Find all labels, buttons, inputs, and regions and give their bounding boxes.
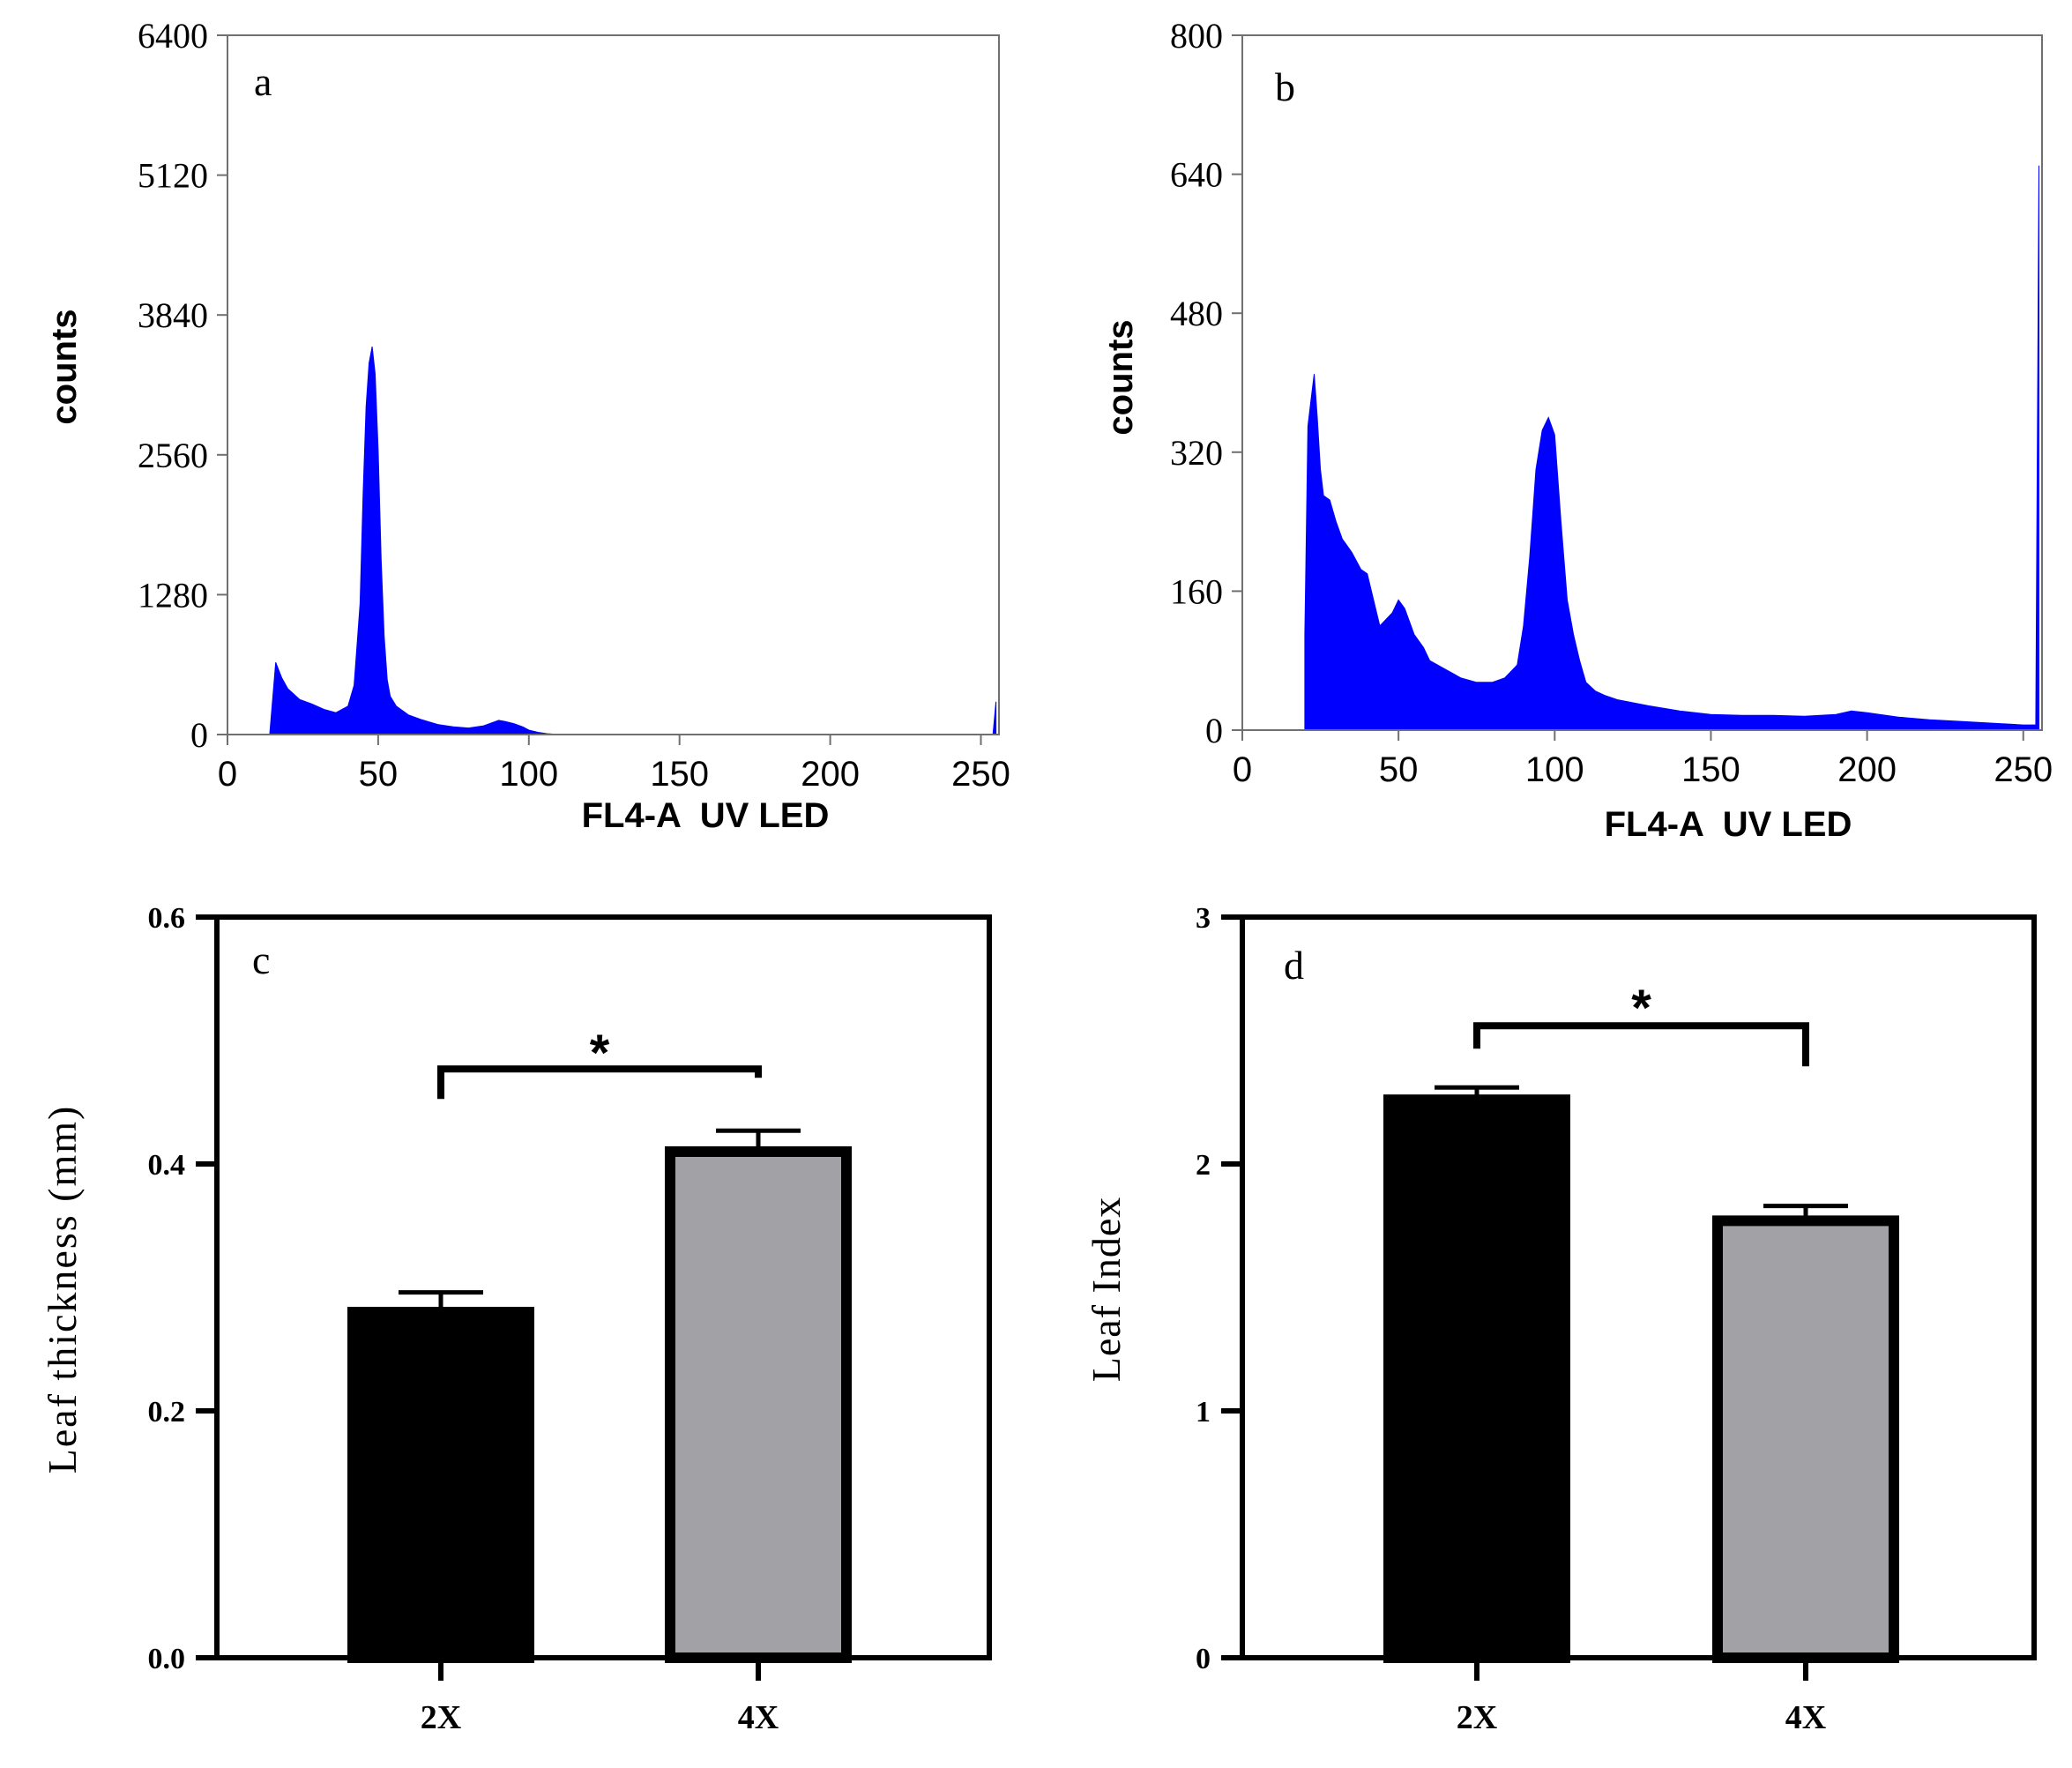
plot-frame-d — [1240, 914, 2037, 1660]
bar-d-0 — [1383, 1094, 1570, 1663]
y-tick-label-a: 1280 — [138, 575, 208, 615]
y-tick-label-d: 1 — [1196, 1396, 1211, 1429]
y-tick-label-b: 160 — [1170, 571, 1223, 611]
bar-c-1 — [665, 1146, 852, 1663]
x-ticks-b: 0 50 100 150 200 250 — [1233, 730, 2053, 789]
y-tick-label-b: 800 — [1170, 16, 1223, 56]
x-tick-label-c: 4X — [738, 1699, 779, 1736]
plot-frame-b — [1241, 34, 2043, 731]
y-ticks-d: 0 1 2 3 — [1196, 902, 1242, 1675]
y-tick-label-b: 640 — [1170, 155, 1223, 195]
significance-bracket-d — [1473, 1022, 1809, 1067]
y-tick-label-b: 320 — [1170, 433, 1223, 473]
panel-label-d: d — [1284, 943, 1304, 988]
y-ticks-b: 0 160 320 480 640 800 — [1170, 16, 1242, 750]
y-tick-label-b: 0 — [1205, 711, 1223, 750]
y-tick-label-d: 3 — [1196, 902, 1211, 935]
x-axis-label-b: FL4-A UV LED — [1605, 805, 1852, 844]
significance-star-c: * — [590, 1025, 610, 1082]
histogram-b-area — [1304, 165, 2039, 731]
bar-d-1 — [1712, 1215, 1899, 1664]
x-ticks-d: 2X 4X — [1457, 1658, 1826, 1736]
x-tick-label-b: 100 — [1525, 750, 1584, 789]
bar-c-0 — [347, 1307, 534, 1663]
bars-c — [347, 1128, 852, 1663]
y-tick-label-c: 0.0 — [148, 1643, 186, 1675]
y-tick-label-c: 0.6 — [148, 902, 186, 935]
y-tick-label-c: 0.2 — [148, 1396, 186, 1429]
plot-frame-c — [214, 914, 992, 1660]
significance-bracket-c — [437, 1065, 762, 1100]
y-tick-label-a: 0 — [190, 715, 208, 755]
y-tick-label-a: 2560 — [138, 436, 208, 475]
y-tick-label-a: 3840 — [138, 295, 208, 335]
x-tick-label-d: 2X — [1457, 1699, 1497, 1736]
x-tick-label-a: 50 — [359, 755, 399, 794]
y-axis-label-b: counts — [1101, 319, 1140, 435]
y-axis-label-a: counts — [45, 309, 84, 424]
panel-label-b: b — [1275, 64, 1295, 109]
x-tick-label-c: 2X — [421, 1699, 461, 1736]
y-axis-label-c: Leaf thickness (mm) — [40, 1105, 85, 1474]
panel-d: d 0 1 2 3 2X 4X * Leaf Index — [1084, 902, 2037, 1736]
x-tick-label-b: 50 — [1379, 750, 1419, 789]
x-tick-label-a: 100 — [499, 755, 558, 794]
x-ticks-a: 0 50 100 150 200 250 — [218, 735, 1010, 794]
x-tick-label-a: 0 — [218, 755, 237, 794]
histogram-a-area — [269, 347, 997, 735]
x-axis-label-a: FL4-A UV LED — [582, 796, 830, 835]
plot-frame-a — [227, 34, 1000, 735]
x-tick-label-b: 0 — [1233, 750, 1252, 789]
significance-star-d: * — [1631, 980, 1651, 1037]
y-tick-label-a: 6400 — [138, 16, 208, 56]
y-tick-label-c: 0.4 — [148, 1149, 186, 1182]
y-axis-label-d: Leaf Index — [1084, 1197, 1129, 1383]
y-tick-label-b: 480 — [1170, 294, 1223, 333]
y-ticks-a: 0 1280 2560 3840 5120 6400 — [138, 16, 227, 755]
x-tick-label-b: 250 — [1994, 750, 2053, 789]
x-tick-label-b: 150 — [1681, 750, 1740, 789]
y-tick-label-a: 5120 — [138, 156, 208, 196]
panel-label-c: c — [252, 937, 270, 982]
y-ticks-c: 0.0 0.2 0.4 0.6 — [148, 902, 217, 1675]
panel-b: b 0 160 320 480 640 800 0 50 100 150 200 250 FL4-A… — [1101, 16, 2053, 844]
x-tick-label-a: 150 — [650, 755, 709, 794]
y-tick-label-d: 0 — [1196, 1643, 1211, 1675]
panel-c: c 0.0 0.2 0.4 0.6 2X 4X * Leaf thickness (mm… — [40, 902, 992, 1736]
panel-label-a: a — [254, 59, 272, 104]
x-tick-label-b: 200 — [1837, 750, 1897, 789]
y-tick-label-d: 2 — [1196, 1149, 1211, 1182]
x-tick-label-a: 200 — [801, 755, 860, 794]
x-ticks-c: 2X 4X — [421, 1658, 779, 1736]
x-tick-label-d: 4X — [1785, 1699, 1826, 1736]
bars-d — [1383, 1085, 1899, 1664]
x-tick-label-a: 250 — [951, 755, 1010, 794]
